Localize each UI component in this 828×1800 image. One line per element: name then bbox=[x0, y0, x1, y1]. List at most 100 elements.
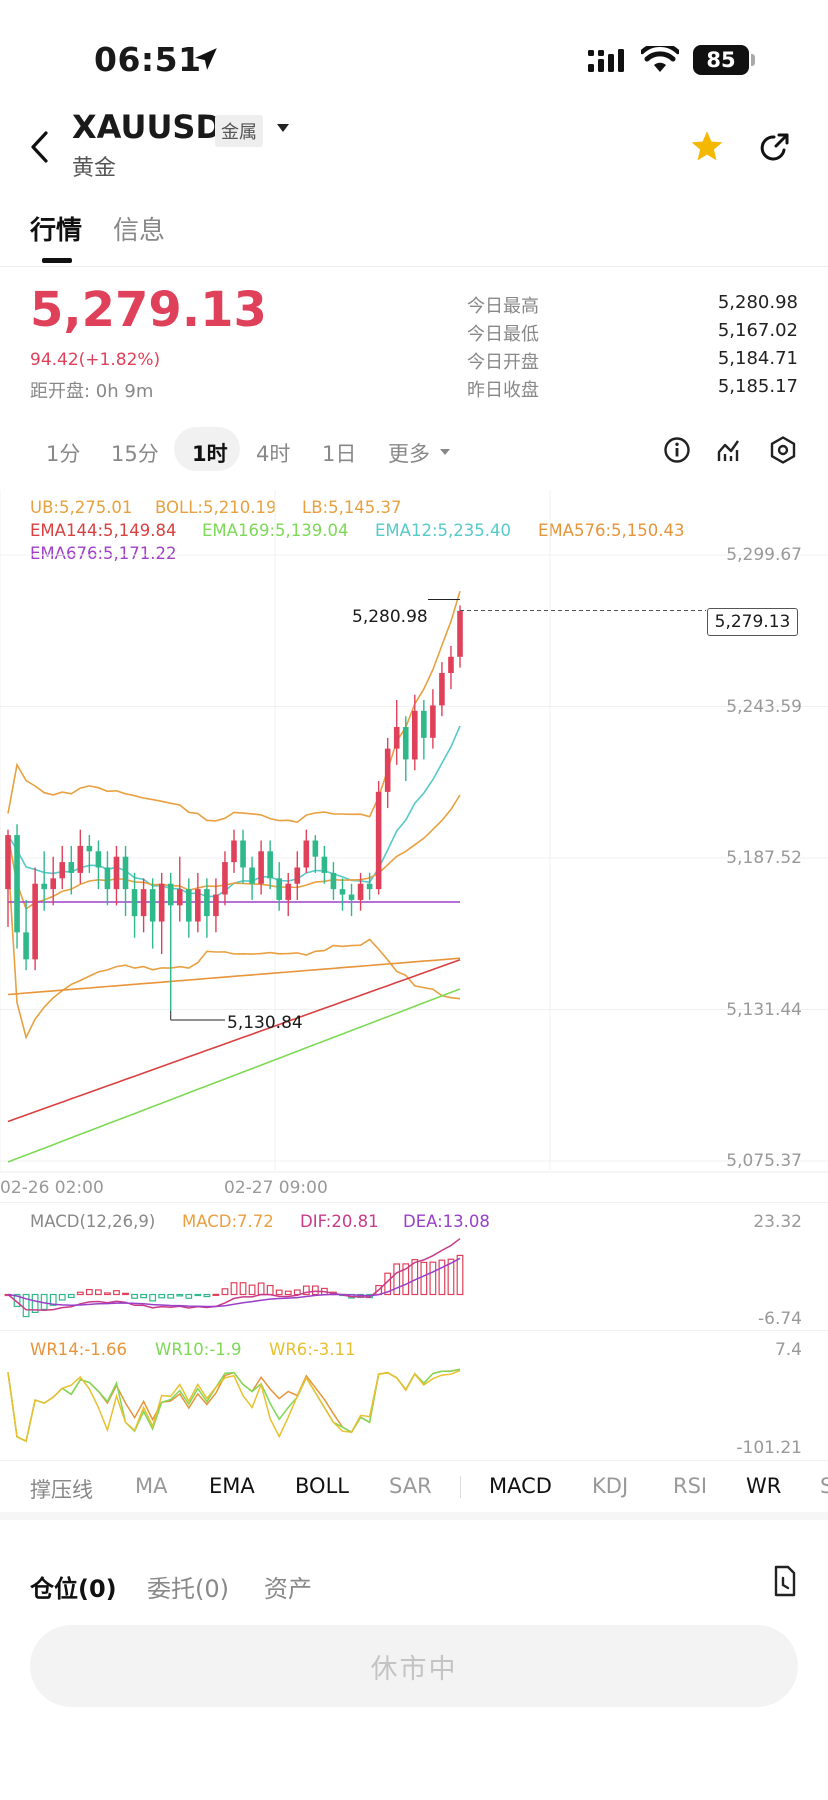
battery-icon: 85 bbox=[693, 45, 749, 75]
share-icon[interactable] bbox=[757, 131, 791, 165]
dea-value: DEA:13.08 bbox=[403, 1212, 490, 1231]
favorite-star-icon[interactable] bbox=[689, 129, 725, 165]
macd-bar bbox=[113, 1290, 120, 1296]
macd-label: MACD(12,26,9) bbox=[30, 1212, 156, 1231]
macd-bar bbox=[31, 1293, 39, 1314]
indicator-ema[interactable]: EMA bbox=[209, 1474, 255, 1498]
macd-bar bbox=[131, 1293, 138, 1299]
timeframe-1m[interactable]: 1分 bbox=[46, 442, 81, 466]
indicator-boll[interactable]: BOLL bbox=[295, 1474, 349, 1498]
macd-bar bbox=[22, 1293, 30, 1318]
draw-tool-icon[interactable] bbox=[716, 436, 744, 464]
candlesticks bbox=[5, 605, 463, 1011]
macd-bar bbox=[257, 1282, 265, 1296]
candle-body bbox=[430, 705, 436, 738]
indicator-wr[interactable]: WR bbox=[746, 1474, 782, 1498]
indicator-macd[interactable]: MACD bbox=[489, 1474, 552, 1498]
y-axis-label: 5,131.44 bbox=[726, 1000, 802, 1020]
candle-body bbox=[68, 862, 75, 873]
candle-body bbox=[312, 840, 319, 857]
divider bbox=[0, 1460, 828, 1461]
market-open-countdown: 距开盘: 0h 9m bbox=[30, 381, 154, 402]
timeframe-4h[interactable]: 4时 bbox=[256, 442, 291, 466]
stat-open-value: 5,184.71 bbox=[717, 348, 798, 369]
candle-body bbox=[303, 840, 310, 868]
tab-positions[interactable]: 仓位(0) bbox=[30, 1575, 117, 1603]
boll-lower-line bbox=[7, 856, 461, 1040]
symbol-dropdown-icon[interactable] bbox=[276, 122, 290, 134]
timeframe-active-bg bbox=[174, 427, 240, 471]
market-closed-button[interactable]: 休市中 bbox=[30, 1625, 798, 1707]
candle-body bbox=[50, 878, 57, 890]
macd-bar bbox=[194, 1293, 202, 1297]
candle-body bbox=[448, 656, 454, 673]
candle-body bbox=[149, 889, 156, 922]
candle-body bbox=[131, 889, 138, 917]
candle-body bbox=[32, 883, 38, 960]
candle-body bbox=[357, 883, 364, 900]
dif-value: DIF:20.81 bbox=[300, 1212, 379, 1231]
history-icon[interactable] bbox=[771, 1565, 799, 1597]
macd-bar bbox=[447, 1258, 455, 1296]
candle-body bbox=[249, 867, 255, 884]
candle-body bbox=[5, 835, 11, 890]
macd-axis-top: 23.32 bbox=[753, 1212, 802, 1232]
macd-bar bbox=[203, 1293, 211, 1298]
timeframe-more[interactable]: 更多 bbox=[388, 442, 430, 466]
signal-icon bbox=[588, 49, 624, 72]
candle-body bbox=[294, 867, 301, 884]
y-axis-label: 5,187.52 bbox=[726, 848, 802, 868]
candle-body bbox=[185, 889, 192, 922]
candle-body bbox=[402, 727, 409, 760]
indicator-support-resistance[interactable]: 撑压线 bbox=[30, 1478, 93, 1502]
status-time: 06:51 bbox=[94, 40, 202, 79]
symbol-title[interactable]: XAUUSD bbox=[72, 108, 223, 146]
stat-high-label: 今日最高 bbox=[467, 296, 539, 317]
price-chart[interactable] bbox=[0, 480, 828, 1180]
stat-low-value: 5,167.02 bbox=[717, 320, 798, 341]
indicator-kdj[interactable]: KDJ bbox=[592, 1474, 629, 1498]
wr-axis-top: 7.4 bbox=[774, 1340, 802, 1360]
candle-body bbox=[213, 894, 219, 917]
timeframe-1d[interactable]: 1日 bbox=[322, 442, 357, 466]
candle-body bbox=[41, 883, 47, 890]
x-axis-label: 02-26 02:00 bbox=[0, 1178, 104, 1198]
boll-upper-line bbox=[7, 590, 461, 823]
macd-bar bbox=[420, 1261, 428, 1296]
indicator-sar[interactable]: SAR bbox=[389, 1474, 432, 1498]
tab-orders[interactable]: 委托(0) bbox=[147, 1575, 229, 1603]
candle-body bbox=[439, 672, 445, 706]
macd-bar bbox=[67, 1293, 75, 1299]
wr14-value: WR14:-1.66 bbox=[30, 1340, 128, 1359]
chart-settings-icon[interactable] bbox=[768, 435, 798, 465]
y-axis-label: 5,075.37 bbox=[726, 1151, 802, 1171]
dif-line bbox=[7, 1238, 461, 1312]
candle-body bbox=[158, 883, 165, 922]
current-price-tag: 5,279.13 bbox=[707, 608, 798, 636]
ema144-label: EMA144:5,149.84 bbox=[30, 521, 177, 540]
candle-body bbox=[222, 862, 228, 895]
macd-bar bbox=[311, 1285, 319, 1296]
timeframe-1h[interactable]: 1时 bbox=[192, 442, 228, 466]
timeframe-15m[interactable]: 15分 bbox=[111, 442, 159, 466]
indicator-rsi[interactable]: RSI bbox=[673, 1474, 708, 1498]
info-icon[interactable] bbox=[663, 436, 691, 464]
ema169-line bbox=[7, 988, 461, 1163]
macd-bar bbox=[49, 1293, 57, 1306]
macd-bar bbox=[221, 1288, 229, 1296]
tab-info[interactable]: 信息 bbox=[113, 216, 166, 246]
last-price: 5,279.13 bbox=[30, 282, 267, 338]
tab-quote[interactable]: 行情 bbox=[30, 216, 83, 246]
stat-prev-close-label: 昨日收盘 bbox=[467, 380, 539, 401]
tab-assets[interactable]: 资产 bbox=[264, 1575, 312, 1603]
macd-bar bbox=[239, 1282, 247, 1296]
back-button[interactable] bbox=[28, 130, 52, 164]
wr6-value: WR6:-3.11 bbox=[269, 1340, 356, 1359]
indicator-ma[interactable]: MA bbox=[135, 1474, 168, 1498]
stat-prev-close-value: 5,185.17 bbox=[717, 376, 798, 397]
divider bbox=[0, 1202, 828, 1203]
macd-bar bbox=[284, 1290, 292, 1296]
candle-body bbox=[167, 883, 174, 906]
symbol-name: 黄金 bbox=[72, 156, 117, 181]
indicator-more[interactable]: S bbox=[820, 1474, 828, 1498]
